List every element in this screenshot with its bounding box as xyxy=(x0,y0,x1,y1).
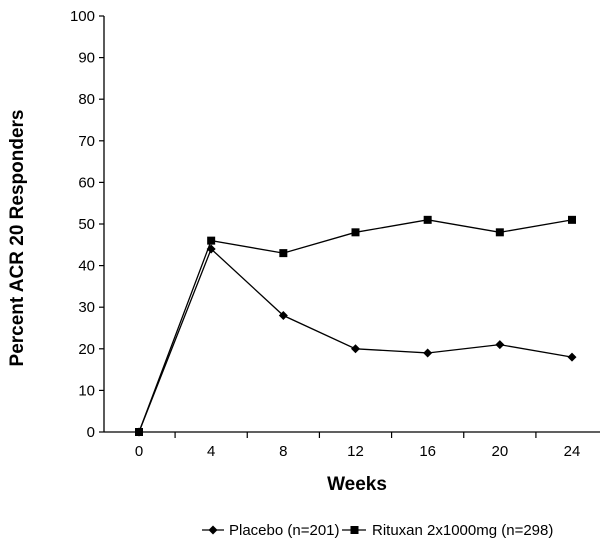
data-point-placebo xyxy=(423,348,433,358)
axes: 0 10 20 30 40 50 60 70 80 90 100 0 4 8 12 16 20 24 xyxy=(70,8,600,460)
x-axis-title: Weeks xyxy=(327,474,387,495)
data-point-placebo xyxy=(351,344,360,354)
y-tick-label: 10 xyxy=(78,382,95,399)
x-tick-label: 8 xyxy=(279,443,287,460)
x-tick-label: 0 xyxy=(135,443,143,460)
y-tick-label: 0 xyxy=(87,424,95,441)
y-tick-label: 70 xyxy=(78,133,95,150)
y-tick-label: 90 xyxy=(78,50,95,67)
legend-label-placebo: Placebo (n=201) xyxy=(229,522,340,538)
data-point-rituxan xyxy=(279,249,288,258)
y-tick-label: 60 xyxy=(78,174,95,191)
x-tick-label: 12 xyxy=(347,443,364,460)
legend-label-rituxan: Rituxan 2x1000mg (n=298) xyxy=(372,522,553,538)
x-tick-label: 4 xyxy=(207,443,215,460)
series-layer xyxy=(134,215,577,437)
data-point-rituxan xyxy=(495,228,504,237)
legend: Placebo (n=201) Rituxan 2x1000mg (n=298) xyxy=(202,522,553,538)
y-tick-label: 30 xyxy=(78,299,95,316)
legend-marker-square xyxy=(350,526,359,534)
data-point-placebo xyxy=(278,311,288,321)
data-point-rituxan xyxy=(423,215,432,224)
x-tick-label: 16 xyxy=(419,443,436,460)
x-tick-label: 24 xyxy=(564,443,581,460)
y-tick-label: 20 xyxy=(78,341,95,358)
x-tick-label: 20 xyxy=(491,443,508,460)
data-point-placebo xyxy=(495,340,505,350)
data-point-placebo xyxy=(567,352,577,362)
y-tick-label: 100 xyxy=(70,8,95,25)
legend-marker-diamond xyxy=(208,525,218,535)
series-line-placebo xyxy=(138,247,573,433)
y-tick-label: 50 xyxy=(78,216,95,233)
data-point-rituxan xyxy=(207,236,216,245)
data-point-rituxan xyxy=(135,428,143,436)
data-point-rituxan xyxy=(351,228,360,237)
y-tick-label: 80 xyxy=(78,91,95,108)
legend-item-placebo: Placebo (n=201) xyxy=(202,522,340,538)
series-line-rituxan xyxy=(138,219,573,433)
y-axis-title: Percent ACR 20 Responders xyxy=(7,110,28,367)
legend-item-rituxan: Rituxan 2x1000mg (n=298) xyxy=(342,522,553,538)
y-tick-label: 40 xyxy=(78,258,95,275)
data-point-rituxan xyxy=(568,215,576,224)
